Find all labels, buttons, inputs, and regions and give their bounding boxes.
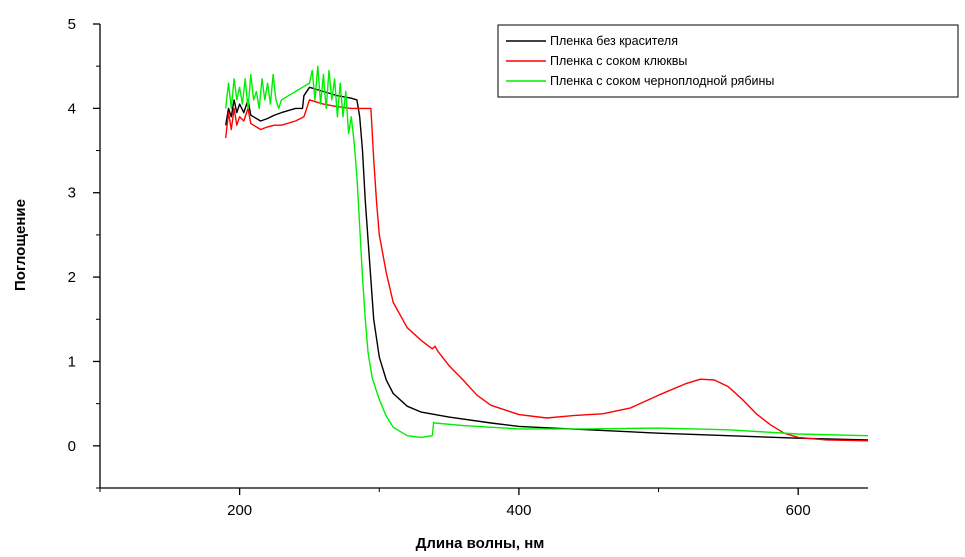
y-tick-label: 1 <box>68 353 76 370</box>
x-tick-label: 400 <box>506 502 531 519</box>
x-tick-label: 600 <box>786 502 811 519</box>
chart-ticks: 0 1 2 3 4 5 200 400 600 <box>68 16 811 519</box>
chart-series <box>225 65 869 442</box>
y-tick-label: 5 <box>68 16 76 33</box>
y-axis-title: Поглощение <box>12 199 29 291</box>
series-line-1 <box>225 86 869 441</box>
y-tick-label: 3 <box>68 185 76 202</box>
y-tick-label: 0 <box>68 438 76 455</box>
series-line-3 <box>225 65 869 439</box>
y-tick-label: 4 <box>68 100 76 117</box>
y-tick-label: 2 <box>68 269 76 286</box>
legend-box <box>497 24 959 98</box>
legend-label-2: Пленка с соком клюквы <box>550 54 687 68</box>
chart-axes <box>99 24 868 489</box>
series-line-2 <box>225 99 869 442</box>
x-tick-label: 200 <box>227 502 252 519</box>
legend-label-3: Пленка с соком черноплодной рябины <box>550 74 774 88</box>
x-axis-title: Длина волны, нм <box>416 535 545 552</box>
legend-label-1: Пленка без красителя <box>550 34 678 48</box>
chart-legend: Пленка без красителя Пленка с соком клюкв… <box>497 24 959 98</box>
